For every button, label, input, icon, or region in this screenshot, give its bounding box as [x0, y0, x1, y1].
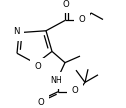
Text: O: O — [79, 15, 85, 24]
Text: N: N — [13, 27, 19, 36]
Text: NH: NH — [50, 76, 62, 85]
Text: O: O — [63, 0, 69, 9]
Text: O: O — [35, 62, 41, 71]
Text: O: O — [38, 98, 44, 107]
Text: O: O — [72, 86, 78, 95]
